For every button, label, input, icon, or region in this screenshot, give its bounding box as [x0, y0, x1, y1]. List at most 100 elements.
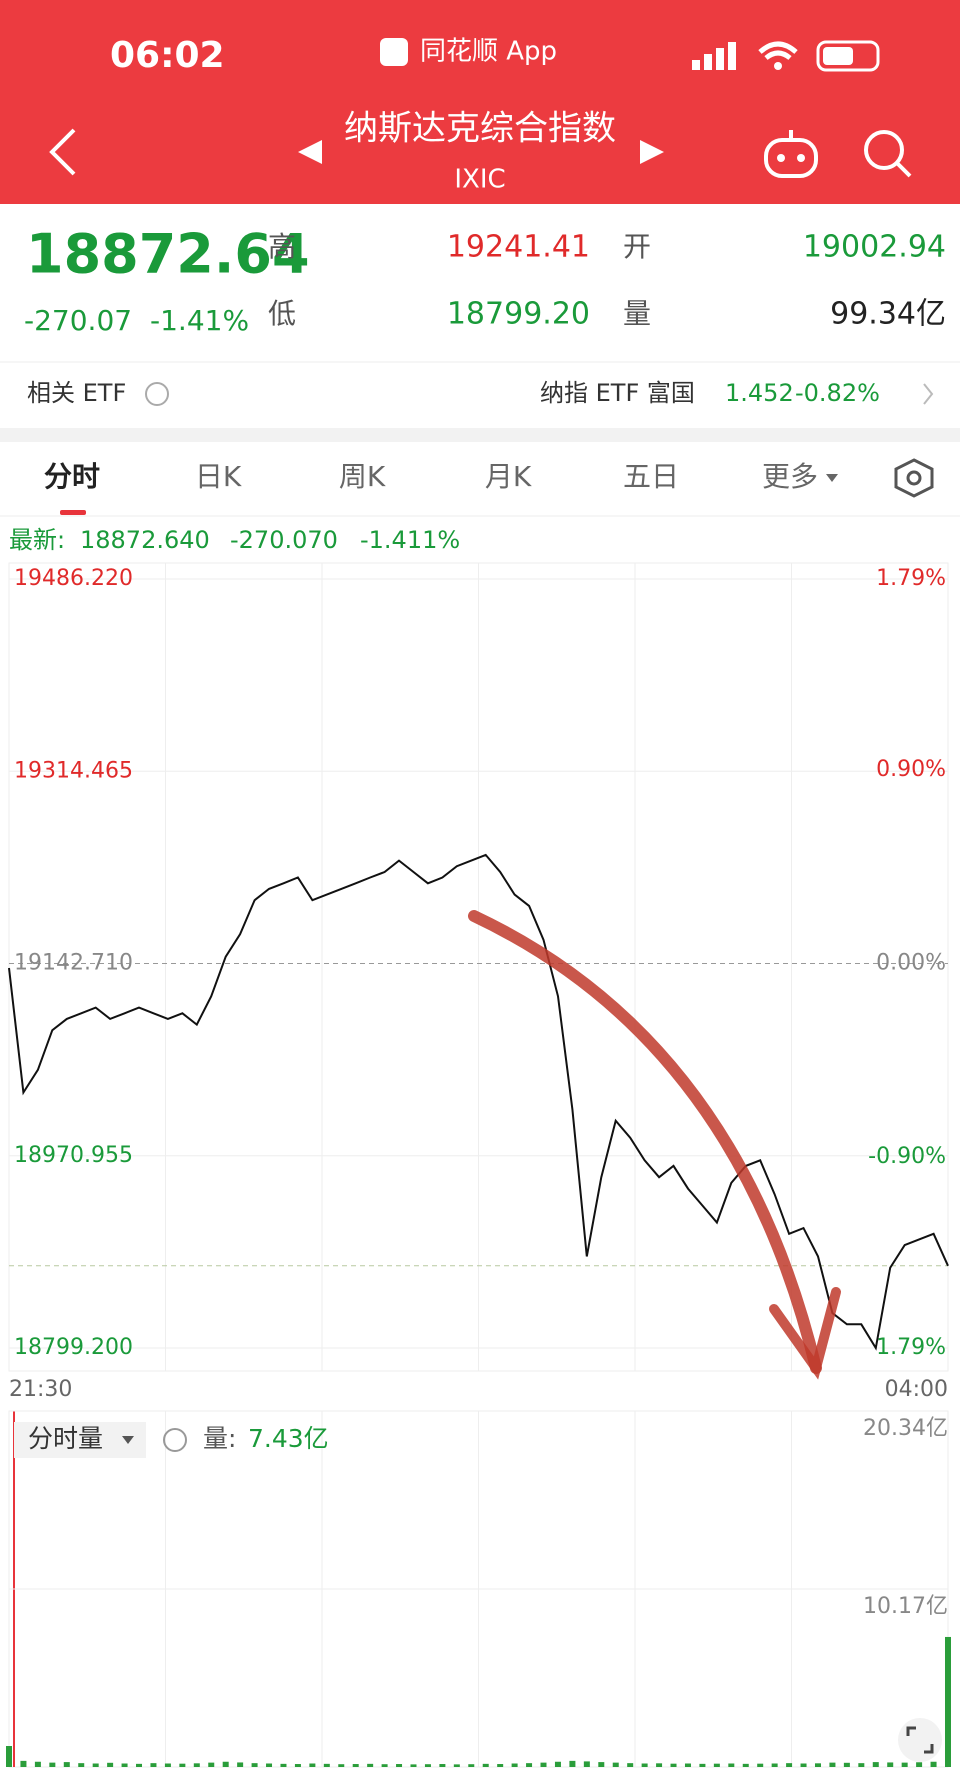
volume-label: 量 — [623, 297, 651, 330]
volume-bar — [251, 1763, 258, 1767]
settings-button[interactable] — [894, 458, 934, 498]
volume-bar — [742, 1763, 749, 1767]
volume-bar — [381, 1764, 388, 1767]
header-bg — [0, 0, 960, 204]
volume-bar — [78, 1763, 85, 1767]
high-label: 高 — [268, 230, 296, 263]
volume-bar — [713, 1763, 720, 1767]
volume-bar — [121, 1763, 128, 1767]
change: -270.07 — [24, 304, 132, 337]
low-label: 低 — [268, 297, 296, 330]
volume-bar — [757, 1763, 764, 1767]
tab[interactable]: 月K — [485, 460, 532, 493]
volume-bar — [872, 1762, 879, 1767]
volume-bar — [468, 1764, 475, 1767]
x-tick-label: 21:30 — [9, 1377, 72, 1402]
volume-bar — [323, 1763, 330, 1767]
y-tick-label: 18799.200 — [14, 1335, 133, 1360]
volume-bar — [843, 1762, 850, 1767]
volume-bar — [627, 1763, 634, 1767]
latest-price: 18872.640 — [80, 526, 210, 554]
volume-bar — [266, 1763, 273, 1767]
arrow-head — [769, 1287, 841, 1380]
volume-bar — [309, 1763, 316, 1767]
volume-bar — [179, 1763, 186, 1767]
volume-bar — [237, 1762, 244, 1767]
y2-tick-label: 0.90% — [876, 757, 946, 782]
price-line — [8, 853, 949, 1351]
volume-bar — [20, 1760, 27, 1767]
tab[interactable]: 五日 — [623, 460, 679, 493]
readout: 7.43亿 — [248, 1424, 329, 1453]
volume-bar — [569, 1760, 576, 1767]
help-icon — [163, 1428, 187, 1452]
volume-bar — [92, 1763, 99, 1767]
volume-bar — [930, 1761, 937, 1767]
back-button[interactable] — [49, 128, 76, 176]
volume-bar — [641, 1763, 648, 1767]
volume-bar — [887, 1762, 894, 1767]
y-tick-label: 19314.465 — [14, 758, 133, 783]
volume-bar — [540, 1762, 547, 1767]
latest-label: 最新: — [9, 526, 65, 554]
low: 18799.20 — [447, 297, 590, 332]
y-tick-label: 19142.710 — [14, 951, 133, 976]
tab-bar: 分时 日K 周K 月K 五日 更多 — [44, 460, 838, 493]
y-tick-label: 19486.220 — [14, 566, 133, 591]
volume-bar — [829, 1762, 836, 1767]
arrow-annotation — [468, 910, 822, 1374]
volume-selector[interactable] — [14, 1422, 146, 1458]
volume-chart: 20.34亿 10.17亿 — [6, 1410, 951, 1768]
etf-row[interactable]: 相关 ETF 纳指 ETF 富国 1.452 -0.82% — [27, 379, 934, 407]
volume-bar — [338, 1764, 345, 1767]
etf-change: -0.82% — [795, 379, 880, 407]
volume-bar — [814, 1763, 821, 1767]
robot-button[interactable] — [764, 130, 818, 178]
tab[interactable]: 更多 — [762, 460, 818, 493]
volume-bar — [193, 1763, 200, 1767]
volume-bar — [554, 1761, 561, 1767]
volume-bar — [453, 1764, 460, 1767]
volume-bar — [526, 1763, 533, 1767]
index-title: 纳斯达克综合指数 — [344, 109, 616, 149]
latest-change: -270.070 — [230, 526, 338, 554]
tab[interactable]: 日K — [195, 460, 242, 493]
expand-button[interactable] — [898, 1718, 942, 1762]
volume-title: 分时量 — [28, 1424, 103, 1453]
y2-tick-label: -0.90% — [868, 1144, 946, 1169]
tab[interactable]: 分时 — [44, 460, 100, 493]
volume-bar — [800, 1763, 807, 1767]
volume-bar — [901, 1762, 908, 1767]
volume-bar — [396, 1764, 403, 1767]
volume-bar — [150, 1763, 157, 1767]
etf-price: 1.452 — [725, 379, 794, 407]
search-button[interactable] — [864, 130, 912, 178]
help-icon — [145, 382, 169, 406]
open: 19002.94 — [803, 230, 946, 265]
y2-tick-label: 0.00% — [876, 951, 946, 976]
volume-bar — [583, 1761, 590, 1767]
volume-bar — [482, 1763, 489, 1767]
status-app: 同花顺 App — [420, 37, 557, 67]
volume-bar — [367, 1763, 374, 1767]
volume-bar — [280, 1763, 287, 1767]
y-tick-label: 10.17亿 — [863, 1594, 948, 1619]
volume-bar — [786, 1763, 793, 1767]
more-arrow — [826, 474, 838, 482]
tab[interactable]: 周K — [339, 460, 386, 493]
prev-index[interactable] — [298, 140, 322, 164]
volume-bar — [107, 1762, 114, 1767]
dropdown-arrow — [122, 1436, 134, 1444]
volume-bar — [612, 1762, 619, 1767]
volume-bar — [222, 1761, 229, 1767]
y-tick-label: 20.34亿 — [863, 1416, 948, 1441]
battery-level — [823, 47, 853, 65]
volume-bar — [352, 1764, 359, 1767]
volume-bar — [164, 1763, 171, 1767]
change-pct: -1.41% — [150, 304, 249, 337]
volume-bar — [63, 1762, 70, 1767]
wifi-dot — [774, 62, 782, 70]
next-index[interactable] — [640, 140, 664, 164]
